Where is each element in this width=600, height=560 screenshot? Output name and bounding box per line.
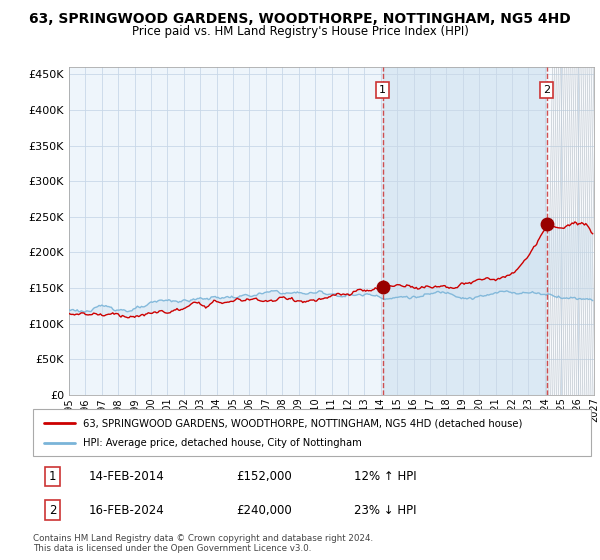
Text: 1: 1 [49,470,56,483]
Text: 16-FEB-2024: 16-FEB-2024 [89,504,164,517]
Bar [383,67,547,395]
FancyBboxPatch shape [33,409,591,456]
Text: 63, SPRINGWOOD GARDENS, WOODTHORPE, NOTTINGHAM, NG5 4HD: 63, SPRINGWOOD GARDENS, WOODTHORPE, NOTT… [29,12,571,26]
Text: Price paid vs. HM Land Registry's House Price Index (HPI): Price paid vs. HM Land Registry's House … [131,25,469,38]
Text: £152,000: £152,000 [236,470,292,483]
Text: 14-FEB-2014: 14-FEB-2014 [89,470,164,483]
Text: 2: 2 [543,85,550,95]
Bar [547,67,594,395]
Text: 2: 2 [49,504,56,517]
Text: 1: 1 [379,85,386,95]
Text: 23% ↓ HPI: 23% ↓ HPI [354,504,416,517]
Text: Contains HM Land Registry data © Crown copyright and database right 2024.
This d: Contains HM Land Registry data © Crown c… [33,534,373,553]
Text: £240,000: £240,000 [236,504,292,517]
Text: HPI: Average price, detached house, City of Nottingham: HPI: Average price, detached house, City… [83,438,362,448]
Text: 12% ↑ HPI: 12% ↑ HPI [354,470,416,483]
Text: 63, SPRINGWOOD GARDENS, WOODTHORPE, NOTTINGHAM, NG5 4HD (detached house): 63, SPRINGWOOD GARDENS, WOODTHORPE, NOTT… [83,418,523,428]
